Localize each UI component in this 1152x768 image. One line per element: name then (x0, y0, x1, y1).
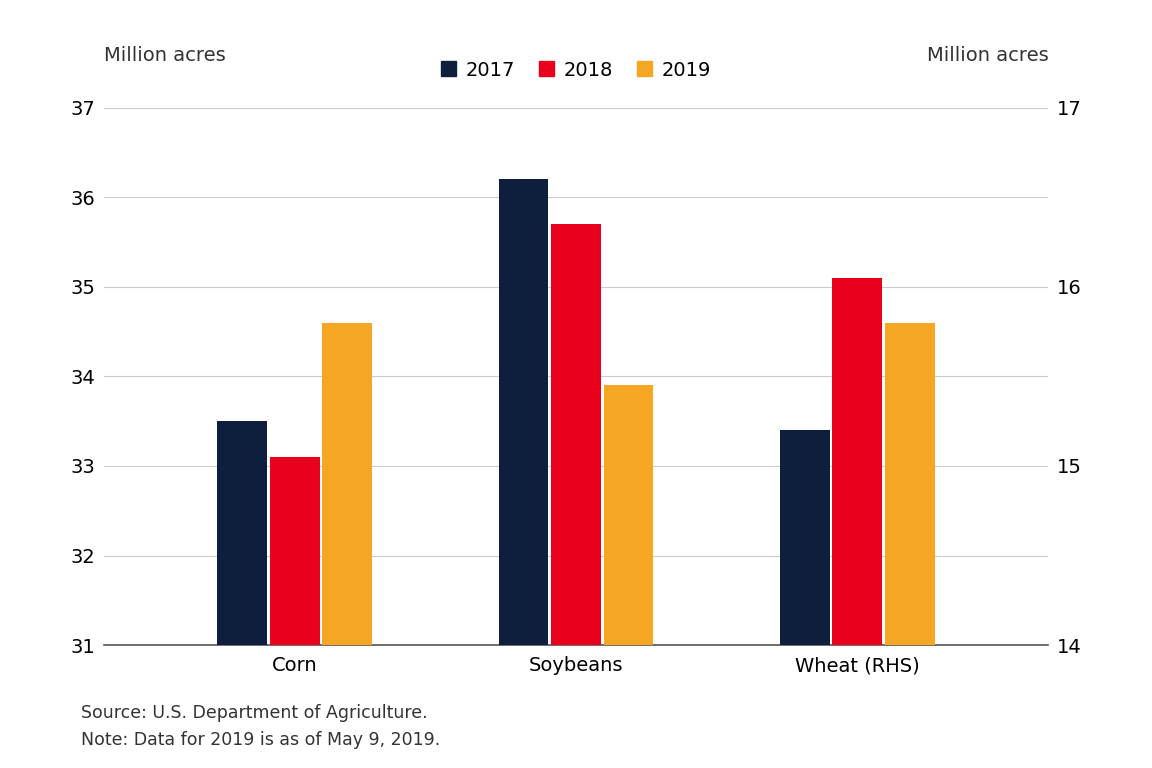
Text: Million acres: Million acres (104, 45, 226, 65)
Legend: 2017, 2018, 2019: 2017, 2018, 2019 (433, 53, 719, 88)
Bar (270, 457, 320, 645)
Bar (323, 323, 372, 645)
Text: Million acres: Million acres (926, 45, 1048, 65)
Text: Source: U.S. Department of Agriculture.
Note: Data for 2019 is as of May 9, 2019: Source: U.S. Department of Agriculture. … (81, 704, 440, 749)
Bar (218, 421, 267, 645)
Bar (832, 278, 882, 645)
Bar (499, 179, 548, 645)
Bar (885, 323, 934, 645)
Bar (551, 224, 601, 645)
Bar (780, 430, 829, 645)
Bar (604, 386, 653, 645)
